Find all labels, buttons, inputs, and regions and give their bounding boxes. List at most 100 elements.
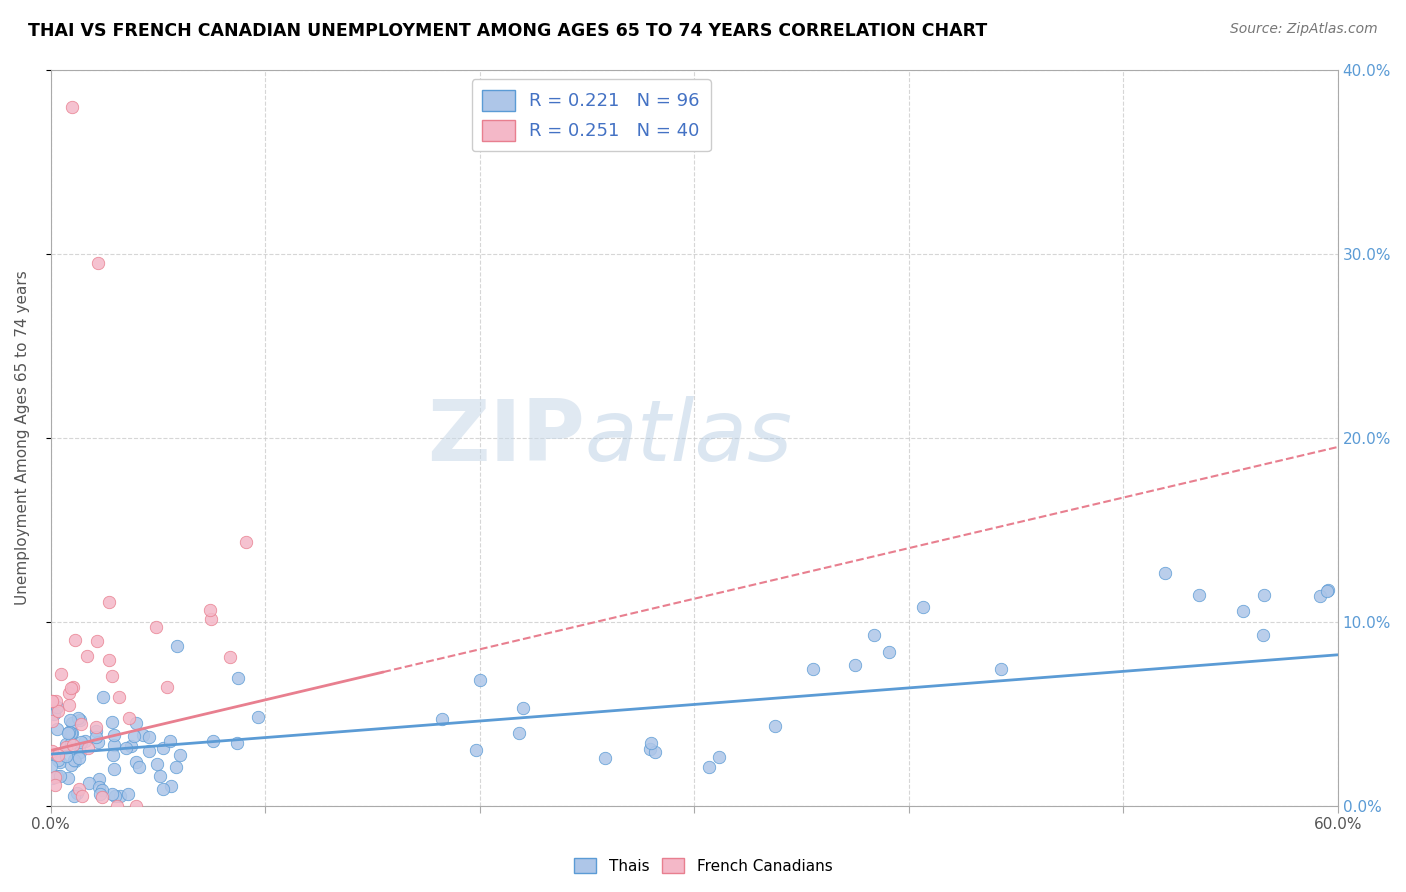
Point [120,739,142,753]
Point [49,768,72,782]
Point [58,724,80,739]
Point [200,612,222,626]
Point [70,789,93,803]
Point [1187,588,1209,602]
Point [166,640,188,654]
Point [108,789,131,803]
Point [84,724,107,739]
Point [60,736,83,750]
Point [69,713,91,727]
Point [70,735,93,749]
Point [77,741,100,756]
Point [59,757,82,772]
Point [105,798,128,813]
Point [60,726,83,740]
Y-axis label: Unemployment Among Ages 65 to 74 years: Unemployment Among Ages 65 to 74 years [15,270,30,605]
Point [512,701,534,715]
Point [45,722,67,736]
Point [763,719,786,733]
Point [1316,582,1339,597]
Point [115,741,138,756]
Point [41,744,63,758]
Point [103,763,125,777]
Point [48,755,70,769]
Point [60,715,83,730]
Point [91,783,114,797]
Point [89,787,111,801]
Point [56,726,79,740]
Point [62,738,84,752]
Point [87,256,110,270]
Point [41,714,63,729]
Point [103,728,125,742]
Point [155,681,177,695]
Point [104,789,127,803]
Point [66,711,89,725]
Point [118,711,141,725]
Point [84,720,107,734]
Point [125,798,148,813]
Point [198,603,221,617]
Point [1309,589,1331,603]
Point [59,681,82,695]
Point [146,757,169,772]
Point [1251,628,1274,642]
Point [45,694,67,708]
Text: Source: ZipAtlas.com: Source: ZipAtlas.com [1230,22,1378,37]
Point [844,657,866,672]
Point [97,653,120,667]
Point [51,666,73,681]
Point [430,712,453,726]
Point [98,595,121,609]
Point [247,710,270,724]
Point [593,751,616,765]
Point [59,713,82,727]
Point [91,690,114,704]
Point [124,755,146,769]
Point [87,772,110,786]
Point [65,786,87,800]
Point [644,745,666,759]
Point [58,686,80,700]
Point [69,745,91,759]
Point [58,698,80,713]
Point [41,693,63,707]
Point [697,760,720,774]
Point [76,648,98,663]
Point [70,717,93,731]
Point [65,755,87,769]
Point [1316,584,1339,599]
Point [107,690,129,705]
Point [69,751,91,765]
Point [226,671,249,685]
Point [125,716,148,731]
Point [67,781,90,796]
Point [46,748,69,763]
Point [55,739,77,754]
Point [169,747,191,762]
Point [79,776,101,790]
Point [42,706,65,721]
Point [1153,566,1175,580]
Point [55,737,77,751]
Point [90,790,112,805]
Legend: R = 0.221   N = 96, R = 0.251   N = 40: R = 0.221 N = 96, R = 0.251 N = 40 [471,79,711,152]
Point [160,780,183,794]
Point [117,787,139,801]
Point [1232,604,1254,618]
Point [101,787,124,801]
Point [138,743,160,757]
Point [159,734,181,748]
Point [59,726,82,740]
Point [709,750,731,764]
Text: atlas: atlas [585,396,793,479]
Point [640,736,662,750]
Point [89,780,111,794]
Point [152,782,174,797]
Point [101,714,124,729]
Point [41,693,63,707]
Point [46,704,69,718]
Point [202,733,225,747]
Point [87,735,110,749]
Point [75,733,97,747]
